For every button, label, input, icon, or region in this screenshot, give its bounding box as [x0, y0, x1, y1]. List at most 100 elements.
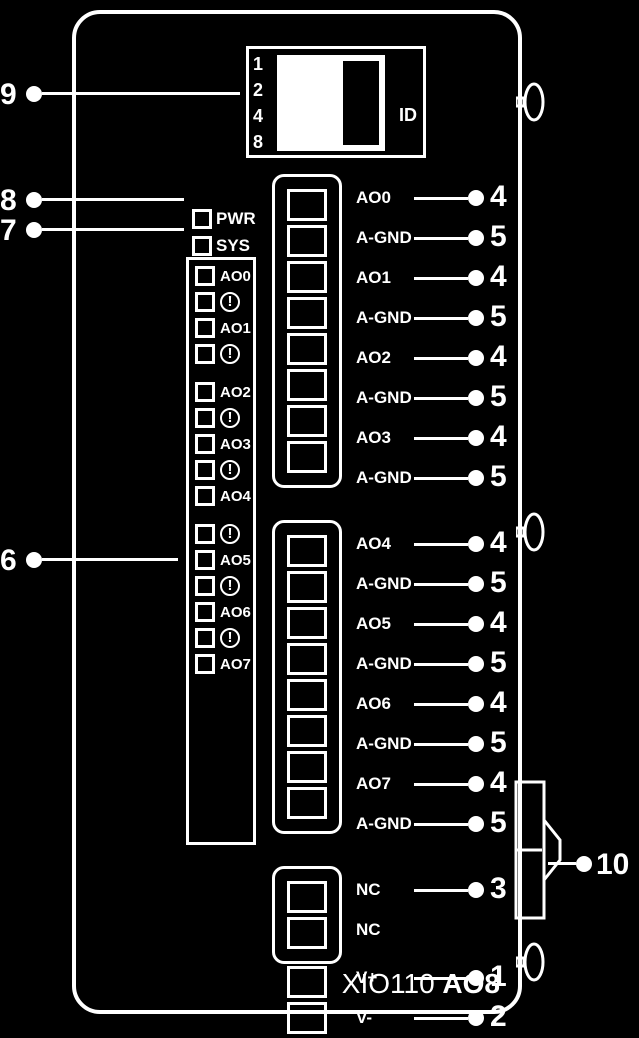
callout-dot	[468, 390, 484, 406]
terminal[interactable]	[287, 966, 327, 998]
terminal[interactable]	[287, 333, 327, 365]
terminal[interactable]	[287, 1002, 327, 1034]
status-led-row: !	[195, 524, 247, 544]
led-indicator	[195, 628, 215, 648]
callout-dot	[468, 616, 484, 632]
warning-icon: !	[220, 344, 240, 364]
led-indicator	[195, 382, 215, 402]
terminal-label: A-GND	[356, 308, 412, 328]
callout-dot	[576, 856, 592, 872]
status-led-block: AO0!AO1!AO2!AO3!AO4!AO5!AO6!AO7	[186, 257, 256, 845]
callout-dot	[468, 270, 484, 286]
din-rail-tab	[514, 780, 564, 920]
terminal-label: NC	[356, 880, 381, 900]
led-indicator	[195, 266, 215, 286]
callout-ref: 5	[490, 300, 507, 334]
callout-dot	[468, 350, 484, 366]
id-dip-switch[interactable]	[277, 55, 385, 151]
power-terminals[interactable]	[272, 962, 342, 1038]
callout-ref: 8	[0, 184, 17, 218]
terminal-label: A-GND	[356, 388, 412, 408]
warning-icon: !	[220, 408, 240, 428]
terminal[interactable]	[287, 261, 327, 293]
pwr-led: PWR	[192, 209, 256, 229]
id-label: ID	[399, 105, 417, 126]
callout-leader	[414, 277, 468, 280]
led-indicator	[195, 524, 215, 544]
terminal[interactable]	[287, 297, 327, 329]
terminal-label: A-GND	[356, 574, 412, 594]
terminal-label: A-GND	[356, 654, 412, 674]
callout-leader	[548, 862, 576, 865]
terminal-block[interactable]	[272, 520, 342, 834]
callout-ref: 5	[490, 726, 507, 760]
callout-ref: 10	[596, 848, 629, 882]
terminal-label: NC	[356, 920, 381, 940]
led-indicator	[195, 602, 215, 622]
callout-ref: 2	[490, 1000, 507, 1034]
status-led-row: AO1	[195, 318, 247, 338]
led-label: AO0	[220, 268, 251, 285]
led-indicator	[195, 550, 215, 570]
callout-dot	[468, 230, 484, 246]
terminal-label: AO4	[356, 534, 391, 554]
pwr-label: PWR	[216, 209, 256, 229]
callout-dot	[468, 736, 484, 752]
terminal[interactable]	[287, 787, 327, 819]
terminal-label: V+	[356, 968, 377, 988]
terminal-block[interactable]	[272, 174, 342, 488]
callout-dot	[468, 576, 484, 592]
callout-leader	[414, 783, 468, 786]
callout-ref: 4	[490, 420, 507, 454]
led-indicator	[195, 460, 215, 480]
callout-leader	[414, 977, 468, 980]
sys-label: SYS	[216, 236, 250, 256]
callout-ref: 4	[490, 340, 507, 374]
terminal[interactable]	[287, 189, 327, 221]
terminal-label: AO1	[356, 268, 391, 288]
terminal[interactable]	[287, 751, 327, 783]
terminal-label: A-GND	[356, 468, 412, 488]
callout-dot	[468, 430, 484, 446]
id-val-1: 1	[253, 51, 273, 77]
status-led-row: AO7	[195, 654, 247, 674]
callout-leader	[414, 623, 468, 626]
callout-leader	[414, 357, 468, 360]
terminal[interactable]	[287, 441, 327, 473]
terminal[interactable]	[287, 405, 327, 437]
callout-ref: 5	[490, 220, 507, 254]
terminal[interactable]	[287, 881, 327, 913]
status-led-row: !	[195, 344, 247, 364]
terminal[interactable]	[287, 607, 327, 639]
mount-clip-top	[516, 80, 546, 124]
callout-leader	[414, 197, 468, 200]
terminal[interactable]	[287, 225, 327, 257]
terminal-block[interactable]	[272, 866, 342, 964]
terminal-label: A-GND	[356, 734, 412, 754]
status-led-row: !	[195, 460, 247, 480]
callout-ref: 5	[490, 566, 507, 600]
led-label: AO4	[220, 488, 251, 505]
terminal[interactable]	[287, 571, 327, 603]
callout-leader	[42, 92, 240, 95]
led-label: AO2	[220, 384, 251, 401]
callout-leader	[414, 237, 468, 240]
callout-leader	[414, 397, 468, 400]
warning-icon: !	[220, 628, 240, 648]
callout-leader	[414, 823, 468, 826]
terminal[interactable]	[287, 643, 327, 675]
terminal[interactable]	[287, 715, 327, 747]
terminal-label: AO2	[356, 348, 391, 368]
led-indicator	[195, 408, 215, 428]
callout-leader	[414, 317, 468, 320]
status-led-row: AO4	[195, 486, 247, 506]
terminal[interactable]	[287, 535, 327, 567]
terminal[interactable]	[287, 917, 327, 949]
id-selector[interactable]: 1 2 4 8 ID	[246, 46, 426, 158]
callout-leader	[414, 743, 468, 746]
status-led-row: !	[195, 628, 247, 648]
terminal[interactable]	[287, 679, 327, 711]
callout-dot	[26, 86, 42, 102]
callout-dot	[468, 696, 484, 712]
terminal[interactable]	[287, 369, 327, 401]
